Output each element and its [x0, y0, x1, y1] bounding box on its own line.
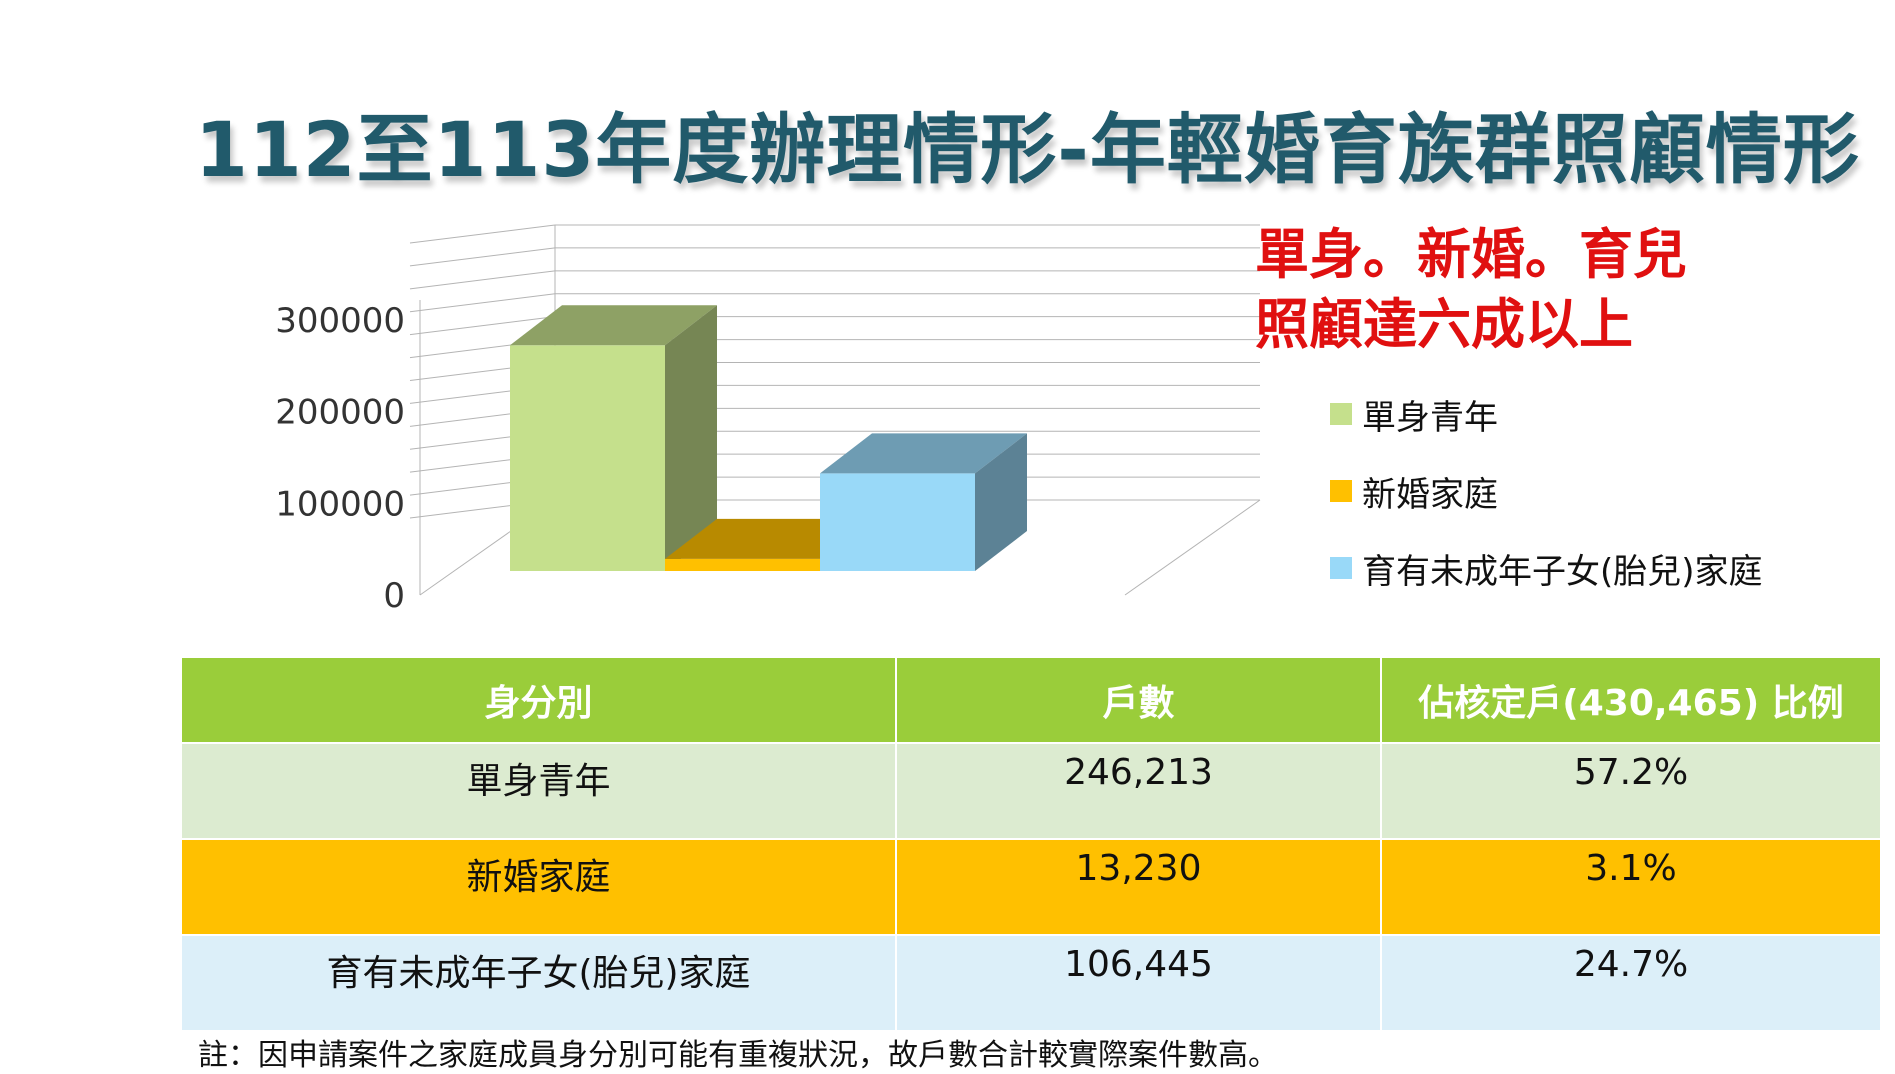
side-wall-gridline — [409, 224, 556, 244]
legend-item: 新婚家庭 — [1330, 472, 1763, 515]
table-cell: 246,213 — [895, 742, 1382, 840]
callout-text: 單身。新婚。育兒 照顧達六成以上 — [1255, 220, 1687, 360]
side-wall-gridline — [409, 293, 556, 313]
table-row: 單身青年 246,213 57.2% — [180, 742, 1882, 840]
table-cell: 13,230 — [895, 838, 1382, 936]
bar-top — [510, 305, 717, 346]
legend-item: 單身青年 — [1330, 395, 1763, 438]
table-cell: 單身青年 — [180, 742, 897, 840]
bar-side — [975, 433, 1027, 571]
callout-line-2: 照顧達六成以上 — [1255, 293, 1633, 356]
table-header-cell: 身分別 — [180, 656, 897, 744]
legend-label: 育有未成年子女(胎兒)家庭 — [1362, 551, 1763, 592]
y-tick-label: 100000 — [275, 484, 405, 524]
table-header-cell: 佔核定戶(430,465) 比例 — [1380, 656, 1882, 744]
page-title: 112至113年度辦理情形-年輕婚育族群照顧情形 — [195, 105, 1860, 194]
legend-label: 單身青年 — [1362, 397, 1498, 438]
y-tick-label: 0 — [383, 576, 405, 616]
side-wall-gridline — [409, 270, 556, 290]
table-cell: 24.7% — [1380, 934, 1882, 1032]
floor-edge — [1124, 499, 1261, 596]
legend-item: 育有未成年子女(胎兒)家庭 — [1330, 549, 1763, 592]
bar-top — [820, 433, 1027, 474]
bar-front — [820, 473, 975, 571]
legend-swatch — [1330, 557, 1352, 579]
table-row: 育有未成年子女(胎兒)家庭 106,445 24.7% — [180, 934, 1882, 1032]
data-table: 身分別 戶數 佔核定戶(430,465) 比例 單身青年 246,213 57.… — [180, 656, 1882, 1032]
table-row: 新婚家庭 13,230 3.1% — [180, 838, 1882, 936]
legend-swatch — [1330, 480, 1352, 502]
table-cell: 新婚家庭 — [180, 838, 897, 936]
table-cell: 57.2% — [1380, 742, 1882, 840]
side-wall-gridline — [409, 316, 556, 336]
legend-label: 新婚家庭 — [1362, 474, 1498, 515]
callout-line-1: 單身。新婚。育兒 — [1255, 223, 1687, 286]
table-cell: 106,445 — [895, 934, 1382, 1032]
table-cell: 育有未成年子女(胎兒)家庭 — [180, 934, 897, 1032]
bar-front — [665, 558, 820, 571]
table-header-row: 身分別 戶數 佔核定戶(430,465) 比例 — [180, 656, 1882, 744]
bar-chart: 0 100000 200000 300000 — [275, 224, 1261, 616]
footnote: 註：因申請案件之家庭成員身分別可能有重複狀況，故戶數合計較實際案件數高。 — [198, 1038, 1278, 1073]
legend-swatch — [1330, 403, 1352, 425]
chart-legend: 單身青年 新婚家庭 育有未成年子女(胎兒)家庭 — [1330, 395, 1763, 626]
side-wall-gridline — [409, 247, 556, 267]
table-cell: 3.1% — [1380, 838, 1882, 936]
bar-side — [665, 305, 717, 571]
y-tick-label: 300000 — [275, 301, 405, 341]
bar-front — [510, 345, 665, 571]
table-header-cell: 戶數 — [895, 656, 1382, 744]
y-tick-label: 200000 — [275, 393, 405, 433]
